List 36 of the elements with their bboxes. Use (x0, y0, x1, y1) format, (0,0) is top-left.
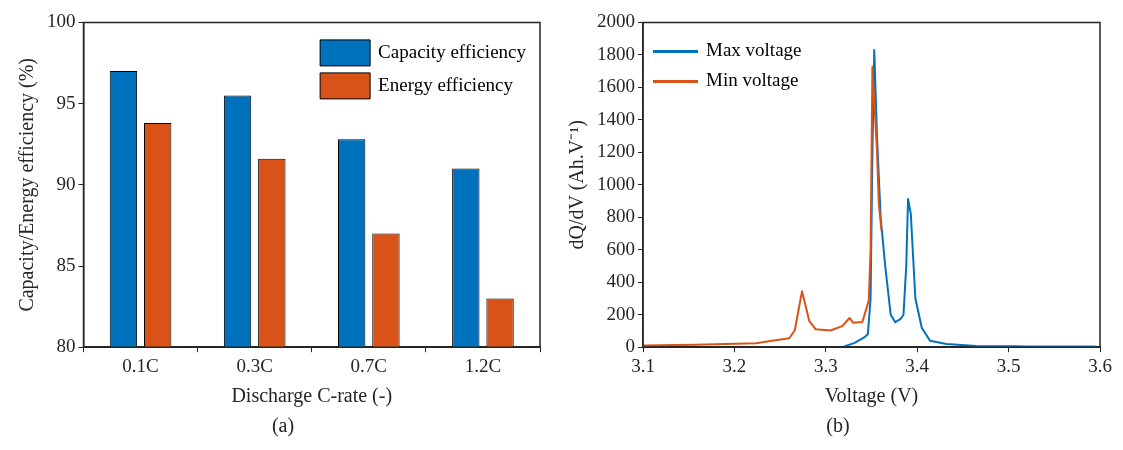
x-tick-label: 3.4 (905, 354, 930, 376)
text: (b) (826, 413, 850, 437)
y-tick-label: 400 (606, 270, 635, 292)
text: (a) (271, 413, 295, 437)
legend-label: Energy efficiency (378, 73, 514, 95)
y-tick-label: 1000 (597, 172, 635, 194)
legend-label: Capacity efficiency (378, 40, 527, 62)
y-tick-label: 85 (56, 253, 76, 275)
y-tick-label: 2000 (597, 10, 635, 32)
y-tick-label: 200 (606, 302, 635, 324)
y-tick-label: 1200 (597, 140, 635, 162)
legend-label: Min voltage (706, 69, 799, 91)
y-tick-label: 800 (606, 205, 635, 227)
y-tick-label: 95 (56, 91, 76, 113)
x-tick-label: 0.1C (122, 354, 159, 376)
y-axis-title: Capacity/Energy efficiency (%) (15, 58, 39, 312)
x-tick-label: 0.7C (350, 354, 388, 376)
x-tick-label: 3.5 (996, 354, 1021, 376)
y-tick-label: 90 (56, 172, 76, 194)
x-tick-label: 3.6 (1088, 354, 1112, 376)
x-tick-label: 3.2 (722, 354, 747, 376)
legend-label: Max voltage (706, 39, 802, 61)
y-tick-label: 80 (56, 335, 76, 357)
x-axis-title: Voltage (V) (824, 384, 919, 408)
y-tick-label: 0 (625, 335, 635, 357)
y-tick-label: 1600 (597, 75, 635, 97)
x-axis-title: Discharge C-rate (-) (231, 384, 393, 408)
y-tick-label: 100 (47, 10, 76, 32)
y-tick-label: 1400 (597, 107, 635, 129)
x-tick-label: 3.3 (813, 354, 838, 376)
x-tick-label: 3.1 (631, 354, 655, 376)
y-tick-label: 600 (606, 237, 635, 259)
y-tick-label: 1800 (597, 42, 635, 64)
x-tick-label: 1.2C (464, 354, 502, 376)
x-tick-label: 0.3C (236, 354, 273, 376)
y-axis-title: dQ/dV (Ah.V⁻¹) (565, 120, 589, 250)
